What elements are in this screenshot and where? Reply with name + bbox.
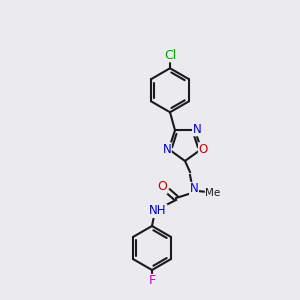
- Text: N: N: [190, 182, 198, 196]
- Text: Me: Me: [206, 188, 220, 198]
- Text: F: F: [148, 274, 156, 287]
- Text: N: N: [163, 143, 171, 156]
- Text: NH: NH: [149, 205, 167, 218]
- Text: N: N: [193, 123, 201, 136]
- Text: O: O: [157, 181, 167, 194]
- Text: O: O: [199, 143, 208, 156]
- Text: Cl: Cl: [164, 49, 176, 62]
